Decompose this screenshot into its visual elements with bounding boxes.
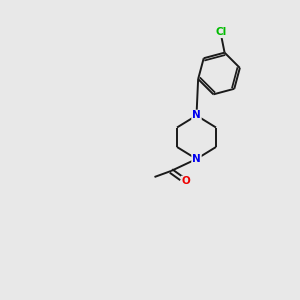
Text: N: N xyxy=(192,110,201,121)
Text: O: O xyxy=(182,176,190,187)
Text: Cl: Cl xyxy=(216,27,227,37)
Text: N: N xyxy=(192,154,201,164)
